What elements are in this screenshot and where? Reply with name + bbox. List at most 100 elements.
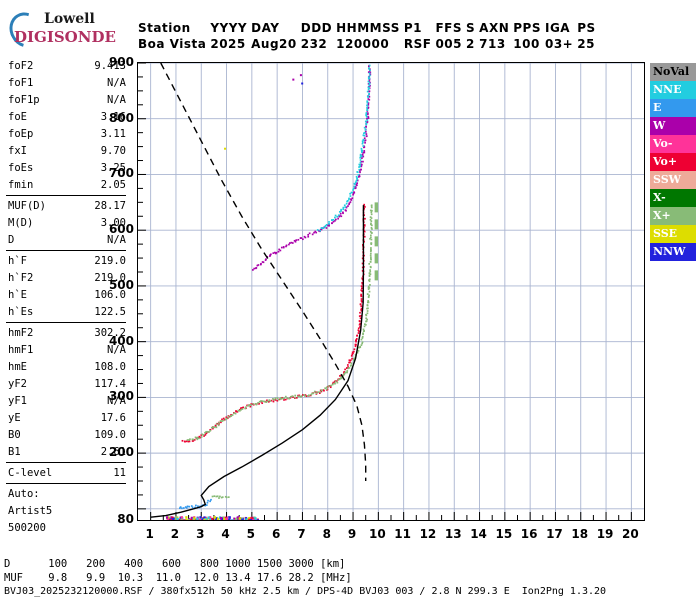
- param-key: foEs: [8, 162, 34, 174]
- param-key: h`Es: [8, 306, 34, 318]
- header-label-day: DAY: [251, 21, 280, 35]
- param-value: 106.0: [94, 289, 126, 301]
- param-row-yF2: yF2 117.4: [4, 376, 128, 393]
- legend-swatch-vo[interactable]: Vo-: [650, 135, 696, 153]
- series-es-trace-sse-x-: [211, 495, 230, 499]
- x-tick-17: 17: [546, 527, 563, 541]
- param-key: foF1: [8, 77, 34, 89]
- y-tick-600: 600: [108, 222, 134, 237]
- header-label-p1: P1: [403, 21, 422, 35]
- legend-swatch-x[interactable]: X+: [650, 207, 696, 225]
- param-group-divider: [6, 250, 126, 251]
- series-x-trace-f-layer-x-: [186, 204, 373, 441]
- param-row-Clevel: C-level 11: [4, 465, 128, 482]
- param-auto-line-2: 500200: [8, 522, 46, 534]
- x-tick-5: 5: [246, 527, 256, 541]
- series-second-hop-nne: [316, 64, 371, 232]
- station-header-labels: Station YYYY DAY DDD HHMMSS P1 FFS S AXN PPS IGA PS: [138, 20, 600, 36]
- header-label-ffs: FFS: [435, 21, 462, 35]
- legend-swatch-noval[interactable]: NoVal: [650, 63, 696, 81]
- param-row-MUFD: MUF(D) 28.17: [4, 198, 128, 215]
- y-axis-labels: 80 200 300 400 500 600 700 800 900: [88, 55, 134, 526]
- param-row-foF2: foF2 9.413: [4, 58, 128, 75]
- param-key: hmE: [8, 361, 27, 373]
- x-tick-2: 2: [170, 527, 180, 541]
- header-label-ddd: DDD: [300, 21, 333, 35]
- param-key: fmin: [8, 179, 34, 191]
- y-tick-900: 900: [108, 55, 134, 69]
- param-key: foF2: [8, 60, 34, 72]
- param-auto-line-1: Artist5: [8, 505, 53, 517]
- param-group-divider: [6, 483, 126, 484]
- param-value: 2.61: [100, 446, 126, 458]
- param-row-yF1: yF1 N/A: [4, 393, 128, 410]
- param-row-hmE: hmE 108.0: [4, 359, 128, 376]
- header-label-ps: PS: [577, 21, 596, 35]
- legend-swatch-vo[interactable]: Vo+: [650, 153, 696, 171]
- param-key: M(D): [8, 217, 34, 229]
- header-value-hhmmss: 120000: [336, 37, 390, 51]
- legend-swatch-sse[interactable]: SSE: [650, 225, 696, 243]
- footer-file-row: BVJ03_2025232120000.RSF / 380fx512h 50 k…: [4, 586, 607, 597]
- station-header: Station YYYY DAY DDD HHMMSS P1 FFS S AXN PPS IGA PS…: [138, 20, 600, 52]
- param-row-hmF2: hmF2 302.2: [4, 325, 128, 342]
- param-key: B0: [8, 429, 21, 441]
- header-label-iga: IGA: [544, 21, 571, 35]
- param-value: N/A: [107, 344, 126, 356]
- legend-swatch-w[interactable]: W: [650, 117, 696, 135]
- header-label-pps: PPS: [513, 21, 541, 35]
- logo-digisonde-text: DIGISONDE: [14, 28, 116, 46]
- param-key: yF2: [8, 378, 27, 390]
- x-tick-3: 3: [196, 527, 205, 541]
- series-o-trace-f-layer-vo-: [181, 203, 366, 443]
- station-header-values: Boa Vista 2025 Aug20 232 120000 RSF 005 2 713 100…: [138, 36, 600, 52]
- polarization-legend: NoVal NNE E W Vo- Vo+ SSW X- X+ SSE NNW: [650, 63, 696, 261]
- param-key: fxI: [8, 145, 27, 157]
- x-tick-1: 1: [145, 527, 154, 541]
- param-key: MUF(D): [8, 200, 46, 212]
- x-tick-14: 14: [470, 527, 487, 541]
- footer-distance-row: D 100 200 400 600 800 1000 1500 3000 [km…: [4, 558, 346, 570]
- param-value: 9.413: [94, 60, 126, 72]
- param-row-foF1: foF1 N/A: [4, 75, 128, 92]
- param-value: N/A: [107, 395, 126, 407]
- legend-swatch-e[interactable]: E: [650, 99, 696, 117]
- param-value: 28.17: [94, 200, 126, 212]
- legend-swatch-x[interactable]: X-: [650, 189, 696, 207]
- param-row-foEp: foEp 3.11: [4, 126, 128, 143]
- param-value: 11: [113, 467, 126, 479]
- legend-swatch-nne[interactable]: NNE: [650, 81, 696, 99]
- param-key: hmF2: [8, 327, 34, 339]
- param-key: foF1p: [8, 94, 40, 106]
- y-tick-300: 300: [108, 389, 134, 404]
- series-muf-3000-curve: [160, 63, 367, 481]
- param-value: 122.5: [94, 306, 126, 318]
- param-row-foF1p: foF1p N/A: [4, 92, 128, 109]
- param-value: 117.4: [94, 378, 126, 390]
- legend-swatch-nnw[interactable]: NNW: [650, 243, 696, 261]
- header-label-yyyy: YYYY: [210, 21, 248, 35]
- param-key: yE: [8, 412, 21, 424]
- param-value: 219.0: [94, 272, 126, 284]
- x-tick-4: 4: [221, 527, 230, 541]
- ionogram-canvas: [138, 63, 644, 520]
- header-value-ps: 25: [577, 37, 595, 51]
- param-key: C-level: [8, 467, 53, 479]
- param-key: h`F: [8, 255, 27, 267]
- param-row-fmin: fmin 2.05: [4, 177, 128, 194]
- param-value: 3.00: [100, 217, 126, 229]
- param-key: foE: [8, 111, 27, 123]
- header-value-s: 2: [466, 37, 475, 51]
- x-tick-18: 18: [571, 527, 589, 541]
- header-value-yyyy: 2025: [210, 37, 246, 51]
- param-row-fxI: fxI 9.70: [4, 143, 128, 160]
- header-label-hhmmss: HHMMSS: [336, 21, 400, 35]
- param-row-foE: foE 3.16: [4, 109, 128, 126]
- header-value-p1: RSF: [403, 37, 432, 51]
- param-row-hE: h`E 106.0: [4, 287, 128, 304]
- param-row-hmF1: hmF1 N/A: [4, 342, 128, 359]
- param-key: foEp: [8, 128, 34, 140]
- legend-swatch-ssw[interactable]: SSW: [650, 171, 696, 189]
- header-label-station: Station: [138, 21, 191, 35]
- y-tick-200: 200: [108, 445, 134, 460]
